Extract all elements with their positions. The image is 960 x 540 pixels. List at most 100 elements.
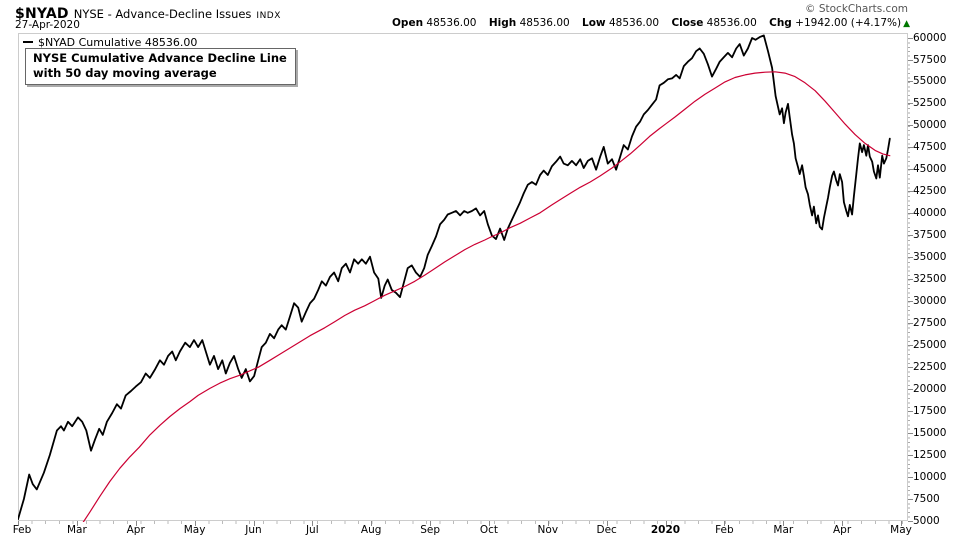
low-value: 48536.00 [608,17,660,29]
y-tick-label: 30000 [913,295,947,307]
y-tick-label: 37500 [913,229,947,242]
x-tick-label: Feb [715,524,734,536]
x-tick-label: May [890,524,912,536]
y-tick-label: 57500 [913,53,947,66]
close-label: Close [671,17,704,29]
chg-group: Chg +1942.00 (+4.17%) ▲ [769,17,910,29]
exchange-label: INDX [256,11,281,21]
x-tick-label: Dec [596,524,617,536]
y-tick-mark [908,81,913,83]
y-tick-mark [908,410,913,412]
x-tick-label: Jun [245,524,262,536]
x-tick-mark [312,521,314,526]
chart-title: $NYAD NYSE - Advance-Decline Issues INDX [15,3,281,22]
x-tick-label: Mar [66,524,87,536]
high-value: 48536.00 [519,17,570,29]
y-tick-mark [908,520,913,522]
high-group: High 48536.00 [489,17,570,29]
y-tick-mark [908,257,913,258]
y-tick-label: 22500 [913,360,947,373]
close-group: Close 48536.00 [671,17,756,29]
y-tick-label: 52500 [913,97,947,110]
low-label: Low [582,17,606,29]
x-tick-label: Sep [420,524,440,536]
x-tick-mark [135,521,137,526]
x-tick-label: Apr [126,524,145,536]
x-tick-mark [253,521,255,526]
x-tick-mark [488,521,490,526]
y-tick-mark [908,388,913,390]
y-tick-label: 7500 [913,492,940,505]
y-tick-mark [908,454,913,456]
annotation-line2: with 50 day moving average [33,66,217,80]
y-tick-label: 47500 [913,141,947,154]
x-tick-label: 2020 [650,524,681,536]
y-tick-label: 42500 [913,185,947,198]
y-tick-label: 40000 [913,207,947,220]
chart-date: 27-Apr-2020 [15,19,80,31]
y-tick-label: 20000 [913,382,947,395]
open-group: Open 48536.00 [392,17,477,29]
close-value: 48536.00 [706,17,757,29]
ohlc-quote-bar: Open 48536.00 High 48536.00 Low 48536.00… [383,17,910,29]
y-tick-label: 10000 [913,470,947,483]
instrument-name: NYSE - Advance-Decline Issues [73,7,252,21]
x-tick-mark [547,521,549,526]
y-tick-label: 45000 [913,163,947,176]
y-tick-mark [908,235,913,237]
x-tick-mark [371,521,373,526]
x-tick-mark [194,521,196,526]
y-tick-mark [908,301,913,302]
low-group: Low 48536.00 [582,17,659,29]
y-tick-mark [908,37,913,39]
x-tick-mark [665,521,667,526]
chg-label: Chg [769,17,792,29]
y-tick-mark [908,191,913,193]
x-tick-label: Jul [305,524,319,536]
legend-line-swatch [23,41,33,43]
y-tick-mark [908,344,913,346]
y-tick-mark [908,366,913,368]
y-tick-label: 50000 [913,119,947,132]
y-tick-label: 5000 [913,514,940,527]
x-tick-mark [783,521,785,526]
x-tick-label: May [183,524,206,536]
y-tick-label: 25000 [913,338,947,351]
up-arrow-icon: ▲ [903,19,910,29]
y-tick-mark [908,103,913,105]
x-tick-mark [430,521,432,526]
x-tick-label: Feb [12,524,32,536]
x-tick-mark [18,521,19,526]
y-tick-mark [908,279,913,280]
y-tick-mark [908,432,913,434]
x-tick-label: Mar [773,524,794,536]
y-tick-mark [908,169,913,171]
x-tick-mark [724,521,726,526]
y-tick-label: 17500 [913,404,947,417]
y-tick-label: 12500 [913,448,947,461]
y-tick-mark [908,147,913,149]
open-label: Open [392,17,424,29]
y-tick-label: 60000 [913,31,947,44]
x-tick-label: Oct [479,524,498,536]
y-tick-mark [908,476,913,478]
x-axis-minor-ticks [18,521,908,524]
y-tick-mark [908,125,913,127]
annotation-box: NYSE Cumulative Advance Decline Line wit… [25,48,296,85]
annotation-line1: NYSE Cumulative Advance Decline Line [33,51,287,65]
high-label: High [488,17,517,29]
x-tick-label: Nov [537,524,559,536]
y-tick-mark [908,322,913,324]
symbol-label: $NYAD [15,6,69,22]
y-tick-mark [908,498,913,500]
x-tick-mark [76,521,78,526]
x-tick-mark [606,521,608,526]
open-value: 48536.00 [426,17,477,29]
y-tick-mark [908,59,913,61]
x-tick-mark [901,521,902,526]
y-tick-label: 55000 [913,75,947,88]
x-tick-label: Apr [833,524,852,536]
y-tick-label: 27500 [913,316,947,329]
x-tick-mark [842,521,844,526]
